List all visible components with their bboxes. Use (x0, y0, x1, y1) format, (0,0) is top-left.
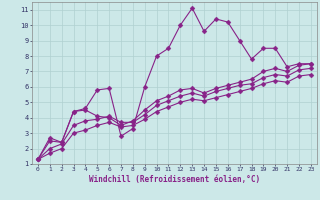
X-axis label: Windchill (Refroidissement éolien,°C): Windchill (Refroidissement éolien,°C) (89, 175, 260, 184)
